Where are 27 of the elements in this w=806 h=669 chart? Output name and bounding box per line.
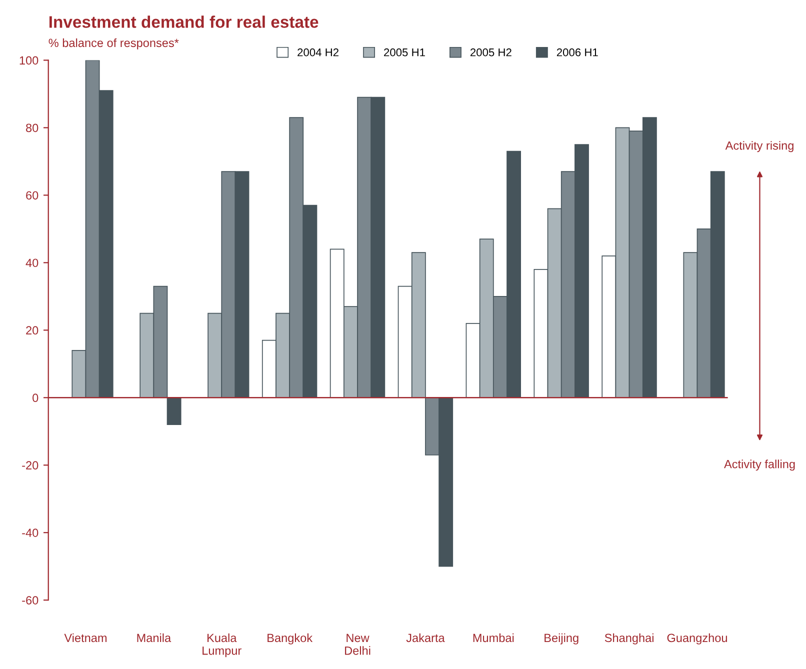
- chart-title: Investment demand for real estate: [49, 16, 318, 28]
- x-tick-label: New Delhi: [345, 634, 370, 655]
- x-tick-label: Manila: [137, 633, 172, 642]
- y-tick-label: 80: [26, 124, 38, 132]
- y-tick-label: -20: [22, 461, 38, 470]
- legend-label: 2004 H2: [298, 48, 338, 56]
- legend-label: 2005 H2: [470, 48, 512, 56]
- y-tick-label: 100: [20, 56, 38, 65]
- x-tick-label: Vietnam: [64, 633, 107, 642]
- x-tick-label: Beijing: [544, 633, 578, 644]
- y-tick-label: 60: [26, 191, 38, 200]
- y-tick-label: 0: [32, 394, 38, 402]
- annotation: Activity falling: [724, 460, 795, 471]
- x-tick-label: Kuala Lumpur: [202, 633, 242, 658]
- x-tick-label: Shanghai: [604, 633, 654, 644]
- y-tick-label: -60: [22, 596, 38, 604]
- x-tick-label: Bangkok: [268, 633, 313, 644]
- legend-label: 2005 H1: [384, 48, 425, 56]
- x-tick-label: Mumbai: [473, 633, 514, 642]
- y-tick-label: 20: [26, 326, 38, 335]
- y-tick-label: -40: [22, 528, 38, 537]
- x-tick-label: Jakarta: [406, 633, 445, 642]
- legend-label: 2006 H1: [556, 48, 598, 56]
- y-axis-title: % balance of responses*: [48, 38, 179, 50]
- y-tick-label: 40: [26, 258, 38, 268]
- x-tick-label: Guangzhou: [667, 633, 727, 644]
- annotation: Activity rising: [725, 141, 794, 152]
